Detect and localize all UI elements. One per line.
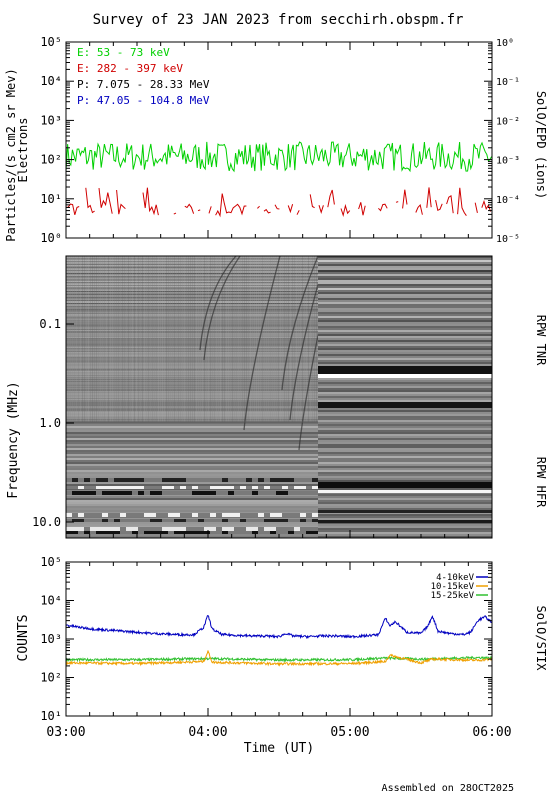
epd-right-ytick-label: 10⁻² xyxy=(496,116,520,127)
radio-burst-streak xyxy=(203,256,241,361)
epd-series-segment xyxy=(173,212,177,215)
epd-ylabel-electrons: Electrons xyxy=(16,117,30,182)
stix-ytick-label: 10³ xyxy=(40,632,62,646)
epd-right-ytick-label: 10⁻⁵ xyxy=(496,234,520,245)
epd-panel: 10⁰ 10¹ 10² 10³ 10⁴ 10⁵ 10⁻⁵ 10⁻⁴ 10⁻³ 10⁻² 10⁻¹ 10… xyxy=(4,35,548,245)
spectral-band xyxy=(318,374,492,378)
stix-ytick-label: 10⁴ xyxy=(40,594,62,608)
epd-series-segment xyxy=(426,187,432,208)
epd-legend: E: 53 - 73 keV E: 282 - 397 keV P: 7.075 -… xyxy=(77,46,210,107)
epd-series-segment xyxy=(197,209,201,212)
epd-series-segment xyxy=(340,203,351,218)
rpw-ytick-label: 10.0 xyxy=(32,515,61,529)
stix-legend-label: 4-10keV xyxy=(436,573,475,583)
spectral-band xyxy=(318,482,492,488)
stix-right-label: SolO/STIX xyxy=(534,605,548,671)
rpw-spectrogram-panel: 0.1 1.0 10.0 Frequency (MHz) RPW TNR RPW H… xyxy=(6,255,548,539)
epd-legend-entry: E: 53 - 73 keV xyxy=(77,46,170,59)
epd-series-segment xyxy=(116,189,126,215)
epd-series-segment xyxy=(287,204,294,214)
spectral-band xyxy=(318,510,492,513)
epd-ylabel: Particles/(s cm2 sr Mev) xyxy=(4,68,18,241)
rpw-hfr-label: RPW HFR xyxy=(534,457,548,508)
spectral-band xyxy=(318,490,492,493)
epd-series-segment xyxy=(318,205,324,214)
stix-series-line xyxy=(66,650,492,667)
radio-burst-streak xyxy=(243,256,281,431)
x-tick-label: 05:00 xyxy=(330,725,369,740)
epd-legend-entry: P: 47.05 - 104.8 MeV xyxy=(77,94,210,107)
epd-series-segment xyxy=(327,189,335,208)
stix-ytick-label: 10¹ xyxy=(40,709,62,723)
epd-series-line xyxy=(66,141,492,173)
epd-right-ytick-label: 10⁻³ xyxy=(496,156,520,167)
epd-ytick-label: 10⁴ xyxy=(40,74,62,88)
epd-series-segment xyxy=(66,203,80,215)
spectral-band xyxy=(318,402,492,408)
epd-series-segment xyxy=(358,202,366,216)
epd-series-segment xyxy=(263,208,271,214)
epd-series-segment xyxy=(296,210,300,215)
stix-legend-label: 15-25keV xyxy=(431,591,475,601)
epd-right-label: SolO/EPD (ions) xyxy=(534,91,548,199)
epd-series-segment xyxy=(274,204,280,210)
epd-series-segment xyxy=(402,189,408,209)
stix-ytick-label: 10² xyxy=(40,671,62,685)
epd-series-segment xyxy=(98,188,113,214)
stix-ylabel: COUNTS xyxy=(16,615,31,662)
epd-ytick-label: 10² xyxy=(40,153,62,167)
rpw-tnr-label: RPW TNR xyxy=(534,315,548,366)
epd-right-ytick-label: 10⁰ xyxy=(496,38,514,49)
epd-series-segment xyxy=(446,194,454,214)
epd-right-ytick-label: 10⁻¹ xyxy=(496,77,520,88)
x-tick-label: 06:00 xyxy=(472,725,511,740)
epd-ytick-label: 10¹ xyxy=(40,192,62,206)
epd-ytick-label: 10⁵ xyxy=(40,35,62,49)
spectral-band xyxy=(318,366,492,374)
x-tick-label: 04:00 xyxy=(188,725,227,740)
x-tick-label: 03:00 xyxy=(46,725,85,740)
epd-series-segment xyxy=(184,203,195,214)
stix-series-line xyxy=(66,655,492,663)
epd-legend-entry: E: 282 - 397 keV xyxy=(77,62,183,75)
epd-series-segment xyxy=(85,187,95,214)
epd-series-segment xyxy=(257,205,260,209)
assembled-note: Assembled on 28OCT2025 xyxy=(382,783,514,794)
epd-series-segment xyxy=(415,203,423,215)
x-axis-label: Time (UT) xyxy=(244,741,314,756)
epd-series-segment xyxy=(142,187,159,216)
stix-legend-label: 10-15keV xyxy=(431,582,475,592)
epd-right-ytick-label: 10⁻⁴ xyxy=(496,195,520,206)
epd-series-segment xyxy=(208,206,212,214)
stix-series-line xyxy=(66,615,492,640)
epd-legend-entry: P: 7.075 - 28.33 MeV xyxy=(77,78,210,91)
epd-series-segment xyxy=(435,199,443,212)
spectral-band xyxy=(318,520,492,523)
epd-series-segment xyxy=(395,201,399,203)
epd-series-segment xyxy=(457,187,467,216)
epd-ytick-label: 10³ xyxy=(40,113,62,127)
epd-series-segment xyxy=(378,203,388,212)
rpw-ytick-label: 0.1 xyxy=(39,317,61,331)
stix-panel: 10¹ 10² 10³ 10⁴ 10⁵ 03:00 04:00 05:00 06:00 4-10… xyxy=(16,555,548,756)
epd-series-segment xyxy=(474,202,478,214)
epd-series-segment xyxy=(309,194,315,209)
radio-burst-streak xyxy=(199,256,237,351)
epd-ytick-label: 10⁰ xyxy=(40,231,62,245)
figure-title: Survey of 23 JAN 2023 from secchirh.obsp… xyxy=(93,12,464,28)
stix-ytick-label: 10⁵ xyxy=(40,555,62,569)
epd-series-segment xyxy=(215,193,247,218)
radio-burst-streak xyxy=(281,256,319,391)
rpw-ytick-label: 1.0 xyxy=(39,416,61,430)
rpw-ylabel: Frequency (MHz) xyxy=(6,381,21,498)
